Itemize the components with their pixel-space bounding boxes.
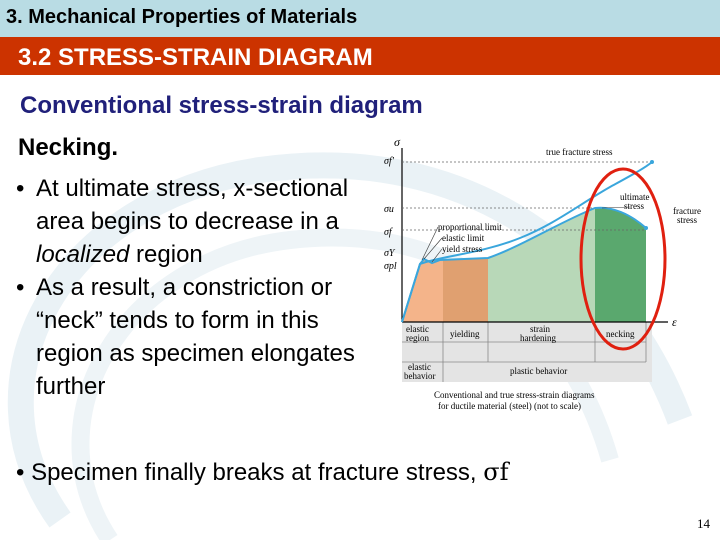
bullet-emphasis: localized: [36, 241, 130, 268]
elastic-region-fill: [402, 260, 443, 322]
conventional-stress-curve: [401, 206, 647, 323]
proportional-limit-label: proportional limit: [438, 222, 502, 232]
bullet-dot: •: [16, 274, 25, 301]
section-title: 3.2 STRESS-STRAIN DIAGRAM: [18, 44, 373, 71]
elastic-region-label: elastic region: [406, 324, 429, 343]
reference-lines: [402, 161, 652, 231]
fracture-point: [644, 226, 648, 230]
top-title-bar: [0, 0, 720, 37]
behavior-band: [402, 322, 652, 382]
bullet-item-3: • Specimen finally breaks at fracture st…: [16, 458, 509, 487]
necking-highlight-ellipse: [579, 167, 667, 351]
bullet-item-1: • At ultimate stress, x-sectional area be…: [16, 172, 388, 271]
elastic-limit-label: elastic limit: [442, 233, 485, 243]
y-tick-ultimate: σu: [384, 204, 394, 215]
plastic-behavior-label: plastic behavior: [510, 366, 567, 376]
elastic-behavior-label: elastic behavior: [404, 362, 436, 381]
course-title: 3. Mechanical Properties of Materials: [6, 6, 358, 28]
yield-stress-label: yield stress: [442, 244, 483, 254]
y-tick-fracture: σf: [384, 227, 393, 238]
y-tick-true-fracture: σf′: [384, 156, 395, 167]
true-fracture-label: true fracture stress: [546, 147, 613, 157]
necking-heading: Necking.: [18, 134, 119, 161]
bullet-list: • At ultimate stress, x-sectional area be…: [16, 172, 388, 403]
strain-hardening-fill: [488, 208, 595, 322]
region-dividers: [402, 322, 647, 382]
bullet-text: Specimen finally breaks at fracture stre…: [31, 459, 484, 486]
section-bar: [0, 37, 720, 75]
strain-axis-label: ε: [672, 315, 677, 329]
necking-region-fill: [595, 207, 646, 322]
slide-heading: Conventional stress-strain diagram: [20, 92, 423, 119]
necking-label: necking: [606, 329, 635, 339]
y-tick-yield: σY: [384, 248, 396, 259]
stress-strain-diagram: σ ε σf′ σu σf σY σpl true fracture stres…: [384, 135, 701, 411]
bullet-text-tail: region: [129, 241, 203, 268]
bullet-text: At ultimate stress, x-sectional area beg…: [36, 175, 349, 235]
ultimate-stress-label: ultimate stress: [620, 192, 650, 211]
y-tick-proportional: σpl: [384, 261, 397, 272]
fracture-stress-symbol: σf: [483, 458, 509, 486]
fracture-stress-label: fracture stress: [673, 206, 701, 225]
annotation-leaders: [421, 206, 631, 263]
yielding-region-fill: [443, 258, 488, 322]
page-number: 14: [697, 516, 710, 531]
bullet-text: As a result, a constriction or “neck” te…: [36, 274, 355, 400]
true-stress-curve: [401, 161, 653, 323]
true-fracture-point: [650, 160, 654, 164]
bullet-item-2: • As a result, a constriction or “neck” t…: [16, 271, 388, 403]
bullet-dot: •: [16, 175, 25, 202]
stress-axis-label: σ: [394, 135, 401, 149]
diagram-caption: Conventional and true stress-strain diag…: [434, 390, 595, 411]
strain-hardening-label: strain hardening: [520, 324, 556, 343]
yielding-label: yielding: [450, 329, 480, 339]
bullet-dot: •: [16, 459, 25, 486]
